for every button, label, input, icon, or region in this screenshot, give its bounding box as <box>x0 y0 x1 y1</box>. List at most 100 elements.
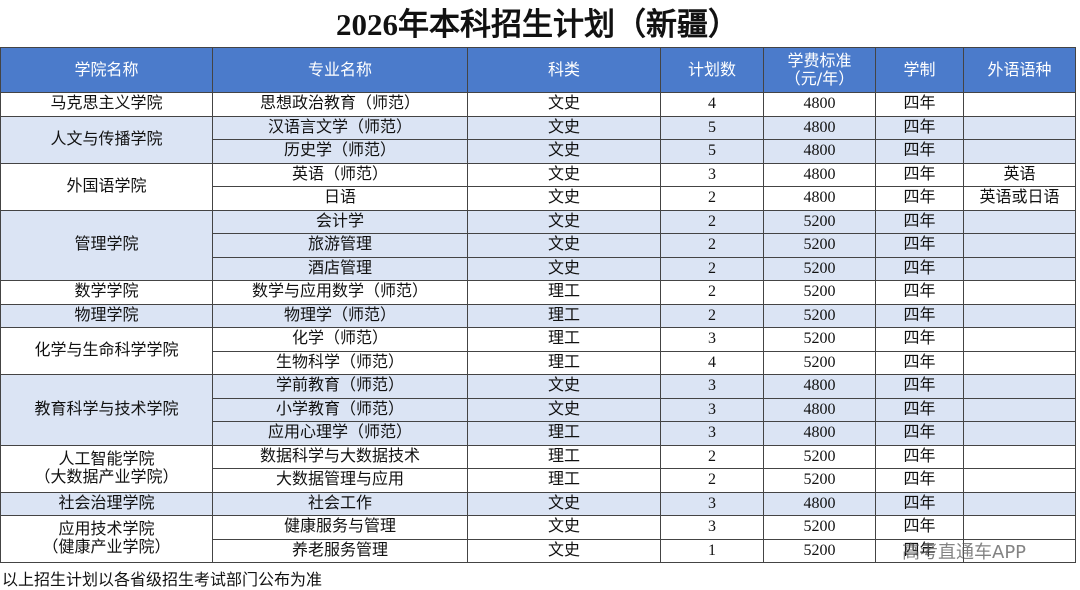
duration-cell: 四年 <box>875 115 964 140</box>
duration-cell: 四年 <box>875 280 964 305</box>
empty-cell <box>963 303 1076 328</box>
major-cell: 会计学 <box>212 209 468 234</box>
line: 化学与生命科学学院 <box>34 342 179 359</box>
plan-cell: 3 <box>660 162 764 187</box>
duration-cell: 四年 <box>875 256 964 281</box>
fee-cell: 5200 <box>763 350 876 375</box>
major-cell: 小学教育（师范） <box>212 397 468 422</box>
line: 人工智能学院 <box>58 450 155 468</box>
college-cell: 社会治理学院 <box>0 491 213 516</box>
title: 2026年本科招生计划（新疆） <box>336 7 739 42</box>
fee-cell: 5200 <box>763 256 876 281</box>
line: 学费标准 <box>787 51 852 70</box>
major-cell: 大数据管理与应用 <box>212 468 468 493</box>
column-header: 学院名称 <box>0 47 213 93</box>
fee-cell: 4800 <box>763 186 876 211</box>
fee-cell: 5200 <box>763 303 876 328</box>
category-cell: 文史 <box>467 162 661 187</box>
table-row: 社会治理学院 社会工作 文史 3 4800 四年 <box>0 491 1076 516</box>
category-cell: 文史 <box>467 139 661 164</box>
category-cell: 文史 <box>467 397 661 422</box>
empty-cell <box>963 397 1076 422</box>
table-row: 马克思主义学院 思想政治教育（师范） 文史 4 4800 四年 <box>0 92 1076 117</box>
plan-cell: 4 <box>660 350 764 375</box>
college-cell: 物理学院 <box>0 303 213 328</box>
category-cell: 理工 <box>467 444 661 469</box>
table-row: 化学与生命科学学院 化学（师范） 理工 3 5200 四年 <box>0 327 1076 375</box>
plan-cell: 2 <box>660 186 764 211</box>
category-cell: 理工 <box>467 468 661 493</box>
fee-cell: 4800 <box>763 374 876 399</box>
major-cell: 旅游管理 <box>212 233 468 258</box>
plan-cell: 2 <box>660 468 764 493</box>
line: （健康产业学院） <box>42 539 171 556</box>
table-row: 生物科学（师范） 理工 4 5200 四年 <box>1 350 1076 375</box>
category-cell: 文史 <box>467 374 661 399</box>
empty-cell <box>963 350 1076 375</box>
column-header: 计划数 <box>660 47 764 93</box>
category-cell: 文史 <box>467 256 661 281</box>
table-row: 管理学院 会计学 文史 2 5200 四年 <box>0 209 1076 281</box>
major-cell: 思想政治教育（师范） <box>212 92 468 117</box>
college-cell: 化学与生命科学学院 <box>0 327 213 375</box>
line: 人文与传播学院 <box>50 130 163 148</box>
plan-cell: 3 <box>660 327 764 352</box>
major-cell: 应用心理学（师范） <box>212 421 468 446</box>
fee-cell: 5200 <box>763 209 876 234</box>
fee-cell: 4800 <box>763 139 876 164</box>
fee-cell: 4800 <box>763 162 876 187</box>
category-cell: 文史 <box>467 186 661 211</box>
major-cell: 汉语言文学（师范） <box>212 115 468 140</box>
fee-cell: 5200 <box>763 468 876 493</box>
plan-cell: 2 <box>660 256 764 281</box>
major-cell: 化学（师范） <box>212 327 468 352</box>
table-row: 应用心理学（师范） 理工 3 4800 四年 <box>1 421 1076 446</box>
college-cell: 人工智能学院 （大数据产业学院） <box>0 444 213 493</box>
category-cell: 理工 <box>467 421 661 446</box>
table-row: 历史学（师范） 文史 5 4800 四年 <box>1 139 1076 164</box>
duration-cell: 四年 <box>875 186 964 211</box>
table-row: 数学学院 数学与应用数学（师范） 理工 2 5200 四年 <box>0 280 1076 305</box>
column-header: 专业名称 <box>212 47 468 93</box>
table-row: 应用技术学院 （健康产业学院） 健康服务与管理 文史 3 5200 四年 <box>0 515 1076 563</box>
empty-cell <box>963 374 1076 399</box>
table-row: 人工智能学院 （大数据产业学院） 数据科学与大数据技术 理工 2 5200 四年 <box>0 444 1076 493</box>
language-cell: 英语 <box>963 162 1076 187</box>
category-cell: 理工 <box>467 303 661 328</box>
major-cell: 日语 <box>212 186 468 211</box>
category-cell: 文史 <box>467 115 661 140</box>
line: 外国语学院 <box>66 177 147 195</box>
major-cell: 生物科学（师范） <box>212 350 468 375</box>
empty-cell <box>963 209 1076 234</box>
column-header: 学费标准 （元/年） <box>763 47 876 93</box>
category-cell: 文史 <box>467 491 661 516</box>
fee-cell: 5200 <box>763 327 876 352</box>
plan-cell: 1 <box>660 538 764 563</box>
duration-cell: 四年 <box>875 397 964 422</box>
major-cell: 数学与应用数学（师范） <box>212 280 468 305</box>
line: 马克思主义学院 <box>50 95 163 113</box>
category-cell: 文史 <box>467 538 661 563</box>
duration-cell: 四年 <box>875 209 964 234</box>
duration-cell: 四年 <box>875 374 964 399</box>
plan-cell: 3 <box>660 374 764 399</box>
line: （大数据产业学院） <box>34 468 179 486</box>
major-cell: 英语（师范） <box>212 162 468 187</box>
plan-cell: 2 <box>660 444 764 469</box>
duration-cell: 四年 <box>875 233 964 258</box>
duration-cell: 四年 <box>875 139 964 164</box>
column-header: 外语语种 <box>963 47 1076 93</box>
plan-cell: 2 <box>660 233 764 258</box>
line: 管理学院 <box>74 236 139 254</box>
line: （元/年） <box>784 69 855 88</box>
empty-cell <box>963 280 1076 305</box>
plan-cell: 3 <box>660 397 764 422</box>
college-cell: 人文与传播学院 <box>0 115 213 164</box>
category-cell: 文史 <box>467 92 661 117</box>
column-header: 科类 <box>467 47 661 93</box>
plan-cell: 3 <box>660 491 764 516</box>
line: 数学学院 <box>74 283 139 301</box>
category-cell: 理工 <box>467 327 661 352</box>
fee-cell: 5200 <box>763 233 876 258</box>
duration-cell: 四年 <box>875 444 964 469</box>
